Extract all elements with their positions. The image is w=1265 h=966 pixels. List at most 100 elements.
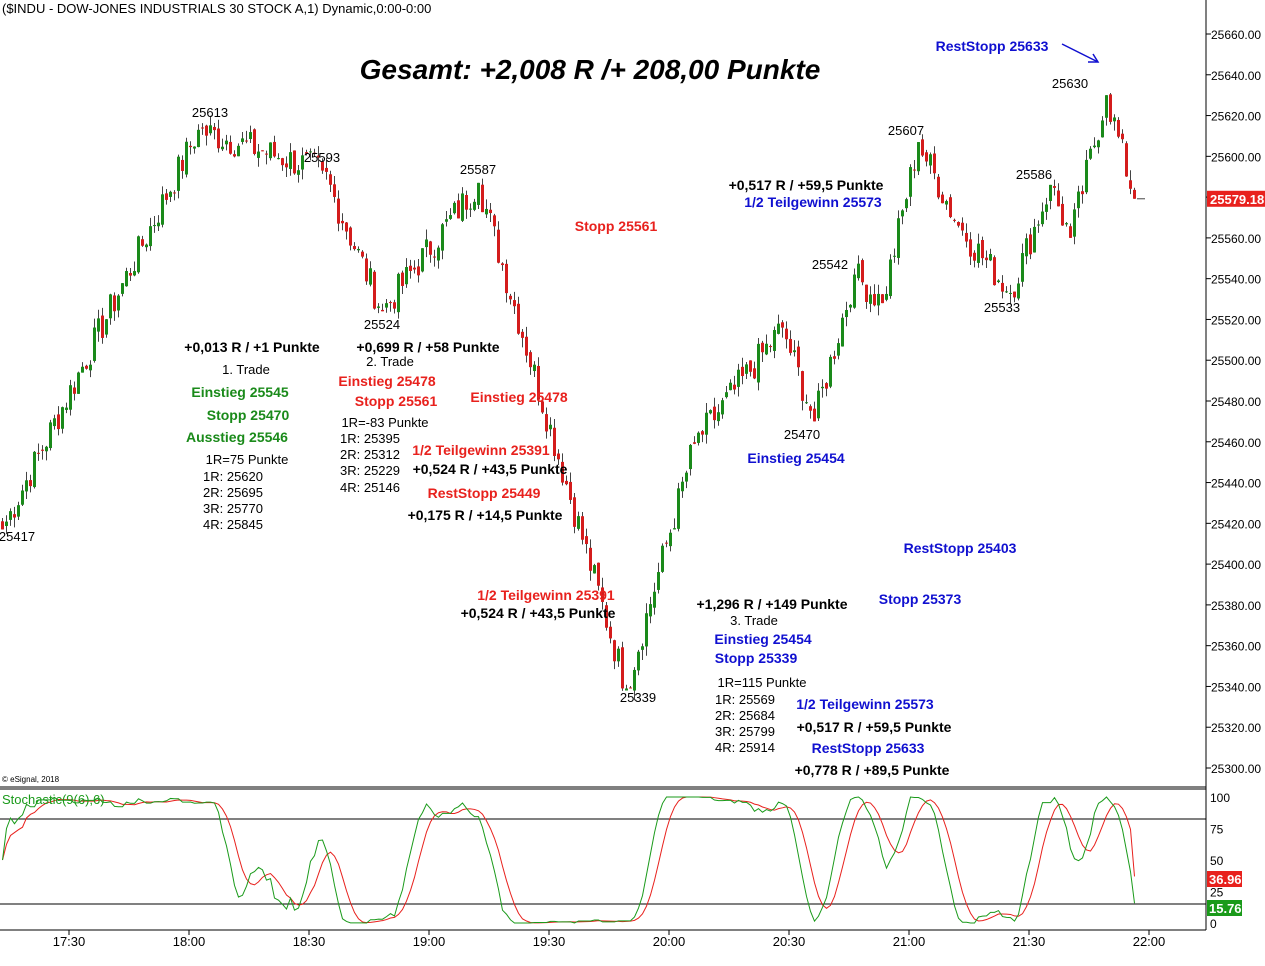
candle-body [457,200,460,219]
candle-body [37,452,40,454]
candle-body [757,343,760,383]
candle-body [201,127,204,129]
candle-body [41,449,44,451]
candle-body [1009,292,1012,294]
annotation-label: RestStopp 25449 [428,485,541,501]
candle-body [1133,189,1136,199]
candle-body [869,294,872,304]
candle-body [649,604,652,617]
candle-body [469,208,472,210]
candle-body [1029,234,1032,255]
candle-body [1049,184,1052,202]
candle-body [133,271,136,276]
candle-body [689,444,692,470]
annotation-label: Einstieg 25478 [470,389,567,405]
candle-body [881,294,884,304]
candle-body [393,302,396,309]
reststopp-arrow-icon [1061,43,1100,63]
candle-body [65,407,68,410]
candle-body [953,219,956,221]
candle-body [33,451,36,488]
annotation-label: 25593 [304,150,340,165]
candle-body [149,226,152,247]
annotation-label: 1. Trade [222,362,270,377]
candle-body [485,208,488,215]
annotation-label: 3R: 25770 [203,501,263,516]
candle-body [941,194,944,204]
annotation-label: Stopp 25470 [207,407,290,423]
candle-body [329,174,332,185]
candle-body [81,366,84,373]
annotation-label: +0,524 R / +43,5 Punkte [461,605,616,621]
candle-body [401,272,404,286]
stoch-k-line [2,796,1135,924]
annotation-label: 25533 [984,300,1020,315]
candle-body [217,128,220,149]
candle-body [985,257,988,261]
candle-body [925,152,928,162]
candle-body [657,572,660,590]
candle-body [621,647,624,689]
annotation-label: +0,013 R / +1 Punkte [184,339,320,355]
candle-body [665,542,668,544]
annotation-label: Einstieg 25478 [338,373,435,389]
candle-body [181,159,184,171]
candle-body [249,132,252,140]
candle-body [785,328,788,340]
candle-body [405,267,408,285]
annotation-label: RestStopp 25633 [812,740,925,756]
candle-body [1077,191,1080,209]
candle-body [465,195,468,210]
last-price-box [1207,190,1265,207]
candle-body [677,488,680,529]
candle-body [209,125,212,134]
candle-body [57,414,60,430]
candle-body [1025,238,1028,257]
candle-body [701,431,704,435]
candle-body [153,225,156,227]
price-tick-label: 25640.00 [1211,69,1261,83]
candle-body [421,248,424,272]
candle-body [241,138,244,142]
candle-body [481,184,484,213]
candle-body [453,202,456,214]
candle-body [973,252,976,261]
annotation-label: 1/2 Teilgewinn 25573 [744,194,882,210]
annotation-label: Stopp 25561 [355,393,438,409]
candle-body [285,163,288,168]
candle-body [369,268,372,285]
candle-body [1117,119,1120,137]
candle-body [373,271,376,309]
candle-body [1057,190,1060,207]
candle-body [1061,203,1064,226]
candle-body [1113,117,1116,122]
candle-body [713,406,716,421]
candle-body [897,218,900,258]
candle-body [233,154,236,157]
annotation-label: 1R: 25620 [203,469,263,484]
candle-body [1081,191,1084,195]
candle-body [653,591,656,608]
candle-body [1105,95,1108,118]
candle-body [741,366,744,377]
time-tick-label: 20:00 [653,934,686,949]
candle-body [1041,211,1044,225]
candle-body [685,472,688,482]
time-axis: 17:30 18:00 18:30 19:00 19:30 20:00 20:30 21:00… [53,930,1165,949]
annotation-label: RestStopp 25403 [904,540,1017,556]
candle-body [709,410,712,414]
candle-body [237,145,240,157]
candle-body [77,372,80,394]
candle-body [609,626,612,639]
time-tick-label: 19:00 [413,934,446,949]
annotation-label: 1/2 Teilgewinn 25573 [796,696,934,712]
candle-body [849,304,852,308]
candle-body [809,406,812,411]
candle-body [225,140,228,145]
candle-body [121,283,124,294]
candle-body [125,271,128,287]
candle-body [781,322,784,328]
stoch-level-label: 25 [1210,886,1224,900]
candle-body [705,412,708,435]
candle-body [877,293,880,306]
